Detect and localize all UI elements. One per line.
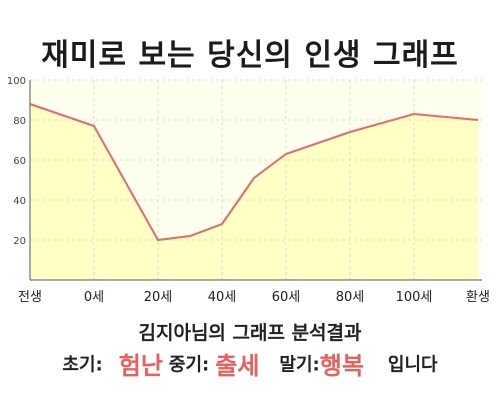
chart-title: 재미로 보는 당신의 인생 그래프 <box>41 38 459 73</box>
x-tick-label: 0세 <box>84 290 104 305</box>
analysis-result: 초기: 험난 중기: 출세 말기:행복 입니다 <box>0 346 500 381</box>
y-tick-label: 60 <box>13 156 26 167</box>
mid-label: 중기: <box>168 354 210 376</box>
y-tick-label: 40 <box>13 196 26 207</box>
x-tick-label: 40세 <box>208 290 237 305</box>
series-line <box>29 103 479 242</box>
y-tick-label: 80 <box>13 116 26 127</box>
result-suffix: 입니다 <box>387 354 438 376</box>
early-label: 초기: <box>62 354 103 376</box>
y-tick-label: 20 <box>13 236 26 247</box>
x-tick-label: 60세 <box>272 290 301 305</box>
x-tick-label: 100세 <box>396 290 433 305</box>
x-tick-label: 전생 <box>18 290 42 305</box>
life-graph-chart: 20 40 60 80 100 전생 0세 20세 40세 60세 80세 100세 환생 <box>7 76 490 305</box>
area-fill <box>30 104 478 280</box>
y-tick-label: 100 <box>7 76 26 87</box>
late-value: 행복 <box>319 352 364 380</box>
early-value: 험난 <box>118 352 163 380</box>
mid-value: 출세 <box>215 352 260 380</box>
x-tick-label: 환생 <box>466 290 490 305</box>
analysis-subtitle: 김지아님의 그래프 분석결과 <box>138 322 362 344</box>
late-label: 말기: <box>279 354 320 376</box>
x-tick-label: 20세 <box>144 290 173 305</box>
x-tick-label: 80세 <box>336 290 365 305</box>
